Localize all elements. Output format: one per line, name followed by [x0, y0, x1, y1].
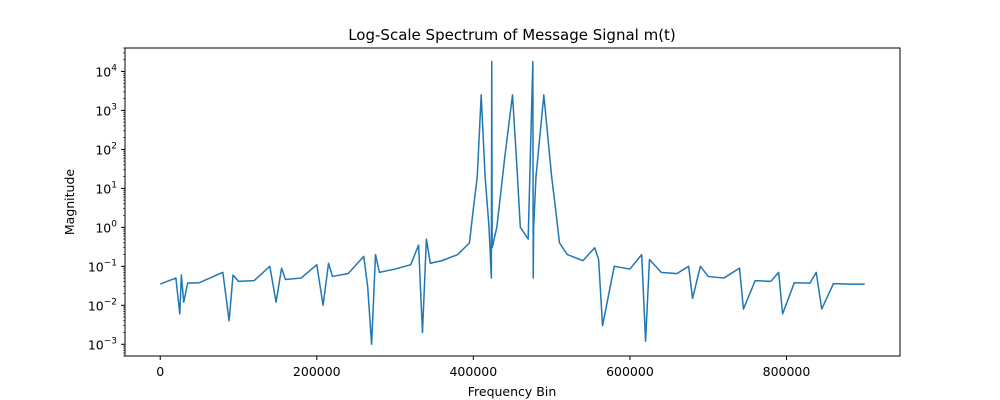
y-tick-label: 10−1 [88, 258, 117, 274]
y-tick-label: 104 [95, 63, 117, 79]
x-tick-label: 200000 [293, 364, 341, 379]
x-axis-label: Frequency Bin [468, 384, 557, 399]
y-tick-label: 100 [95, 219, 117, 235]
series-layer [159, 60, 865, 346]
x-tick-label: 0 [156, 364, 164, 379]
x-tick-label: 800000 [763, 364, 811, 379]
y-tick-label: 102 [95, 141, 117, 157]
y-tick-label: 101 [95, 180, 117, 196]
x-tick-label: 400000 [449, 364, 497, 379]
chart-title: Log-Scale Spectrum of Message Signal m(t… [348, 26, 676, 44]
plot-frame [124, 47, 901, 357]
x-tick-label: 600000 [606, 364, 654, 379]
spectrum-line [159, 60, 865, 346]
y-axis: 10−3 10−2 10−1 100 101 102 103 104 [88, 47, 125, 357]
y-axis-label: Magnitude [62, 169, 77, 236]
y-tick-label: 10−2 [88, 297, 117, 313]
y-tick-label: 103 [95, 102, 117, 118]
y-tick-label: 10−3 [88, 336, 117, 352]
x-axis: 0 200000 400000 600000 800000 [156, 356, 810, 379]
